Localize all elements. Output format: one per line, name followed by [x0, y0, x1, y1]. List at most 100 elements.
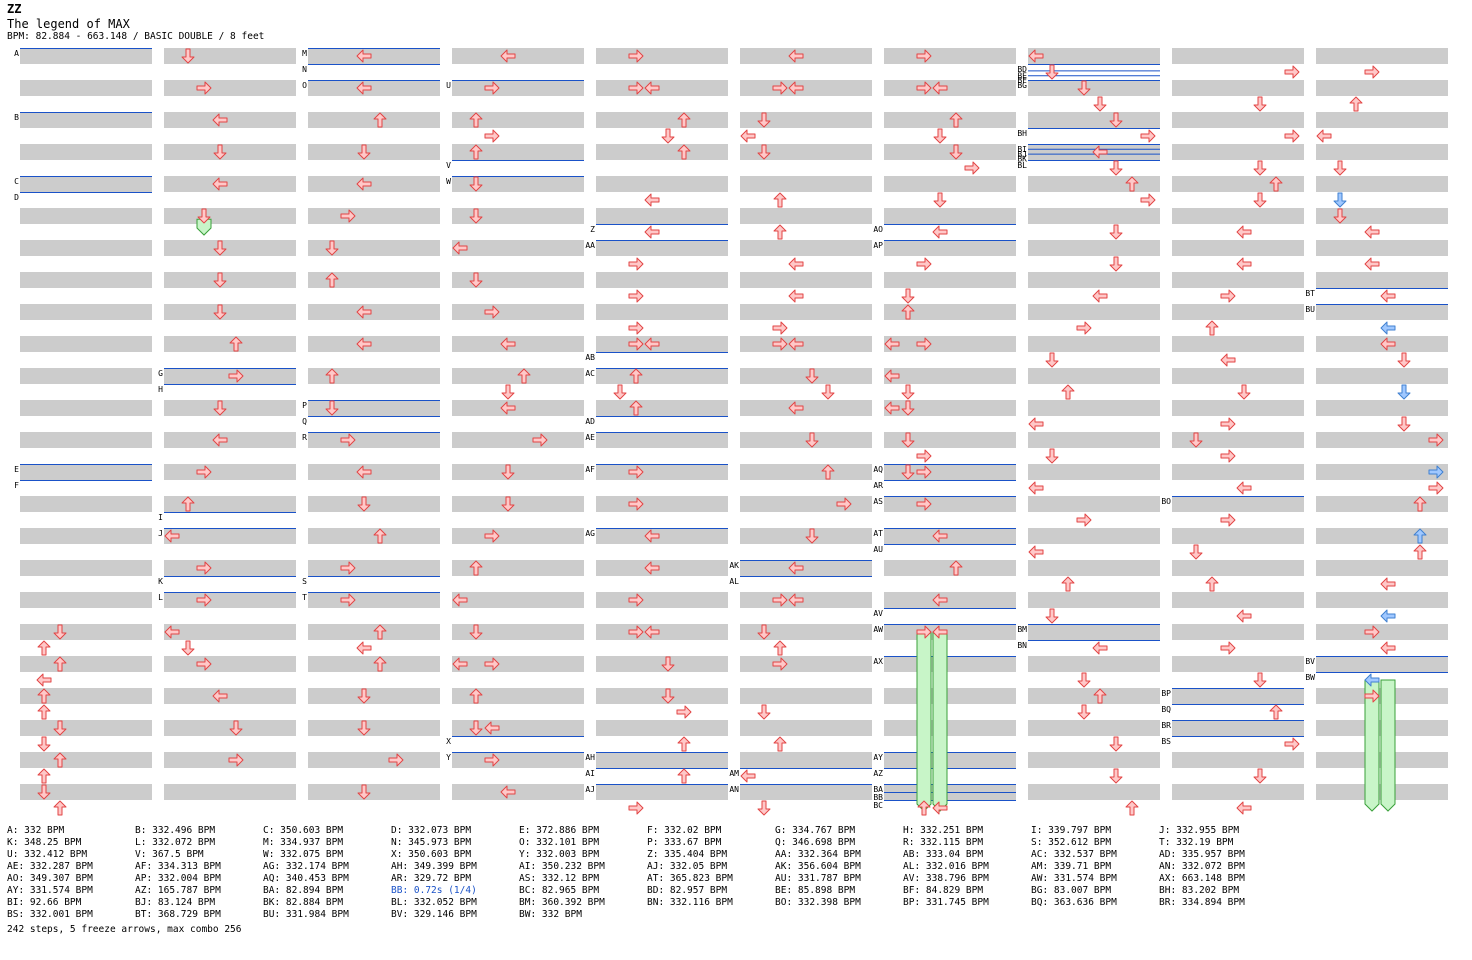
bpm-entry: Q: 346.698 BPM	[775, 837, 856, 848]
step-arrow-icon	[340, 561, 356, 575]
step-arrow-icon	[1061, 576, 1075, 592]
step-arrow-icon	[1364, 689, 1380, 703]
beat-band	[452, 48, 584, 64]
step-arrow-icon	[1253, 192, 1267, 208]
bpm-entry: K: 348.25 BPM	[7, 837, 82, 848]
bpm-marker-label: AF	[585, 465, 595, 474]
step-arrow-icon	[1236, 481, 1252, 495]
beat-band	[164, 432, 296, 448]
bpm-entry: BC: 82.965 BPM	[519, 885, 600, 896]
beat-band	[308, 176, 440, 192]
step-arrow-icon	[1236, 801, 1252, 815]
beat-band	[596, 752, 728, 768]
beat-band	[308, 784, 440, 800]
beat-band	[596, 208, 728, 224]
step-arrow-icon	[932, 801, 948, 815]
step-arrow-icon	[964, 161, 980, 175]
beat-band	[1028, 336, 1160, 352]
beat-band	[308, 144, 440, 160]
bpm-entry: BT: 368.729 BPM	[135, 909, 221, 920]
beat-band	[20, 272, 152, 288]
beat-band	[596, 304, 728, 320]
bpm-marker-label: AB	[585, 353, 595, 362]
step-arrow-icon	[1333, 160, 1347, 176]
bpm-entry: P: 333.67 BPM	[647, 837, 722, 848]
beat-band	[452, 752, 584, 768]
step-arrow-icon	[213, 144, 227, 160]
step-arrow-icon	[469, 720, 483, 736]
step-arrow-icon	[1109, 224, 1123, 240]
bpm-marker-label: X	[446, 737, 451, 746]
beat-band	[1028, 112, 1160, 128]
bpm-entry: D: 332.073 BPM	[391, 825, 472, 836]
beat-band	[20, 464, 152, 480]
beat-band	[1172, 112, 1304, 128]
bpm-entry: BL: 332.052 BPM	[391, 897, 477, 908]
bpm-marker-label: F	[14, 481, 19, 490]
beat-band	[308, 400, 440, 416]
step-arrow-icon	[53, 656, 67, 672]
step-arrow-icon	[805, 528, 819, 544]
step-arrow-icon	[773, 736, 787, 752]
step-arrow-icon	[469, 144, 483, 160]
step-arrow-icon	[740, 769, 756, 783]
beat-band	[596, 432, 728, 448]
step-arrow-icon	[884, 337, 900, 351]
bpm-marker-label: AR	[873, 481, 883, 490]
step-arrow-icon	[500, 785, 516, 799]
step-arrow-icon	[788, 289, 804, 303]
beat-band	[452, 304, 584, 320]
bpm-entry: C: 350.603 BPM	[263, 825, 344, 836]
beat-band	[308, 720, 440, 736]
chart-column: U VW XY	[446, 48, 584, 816]
bpm-marker-label: BK	[1017, 155, 1027, 164]
beat-band	[308, 592, 440, 608]
beat-band	[1028, 432, 1160, 448]
step-arrow-icon	[1413, 544, 1427, 560]
beat-band	[452, 432, 584, 448]
beat-band	[164, 784, 296, 800]
bpm-entry: AO: 349.307 BPM	[7, 873, 93, 884]
step-arrow-icon	[1428, 481, 1444, 495]
bpm-entry: AK: 356.604 BPM	[775, 861, 861, 872]
bpm-marker-label: BQ	[1161, 705, 1171, 714]
beat-band	[596, 240, 728, 256]
step-arrow-icon	[373, 656, 387, 672]
beat-band	[20, 112, 152, 128]
song-title: The legend of MAX	[7, 17, 130, 31]
step-arrow-icon	[1349, 96, 1363, 112]
beat-band	[1172, 464, 1304, 480]
beat-band	[740, 432, 872, 448]
step-arrow-icon	[340, 209, 356, 223]
bpm-entry: W: 332.075 BPM	[263, 849, 344, 860]
step-arrow-icon	[933, 192, 947, 208]
step-arrow-icon	[788, 81, 804, 95]
step-arrow-icon	[1237, 384, 1251, 400]
bpm-entry: O: 332.101 BPM	[519, 837, 600, 848]
beat-band	[1028, 48, 1160, 64]
beat-band	[740, 112, 872, 128]
step-arrow-icon	[1092, 145, 1108, 159]
beat-band	[596, 272, 728, 288]
beat-band	[452, 624, 584, 640]
step-arrow-icon	[1093, 96, 1107, 112]
beat-band	[596, 720, 728, 736]
step-arrow-icon	[1428, 433, 1444, 447]
beat-band	[1028, 592, 1160, 608]
beat-band	[1172, 304, 1304, 320]
beat-band	[1028, 368, 1160, 384]
bpm-marker-label: BM	[1017, 625, 1027, 634]
beat-band	[308, 688, 440, 704]
step-arrow-icon	[661, 656, 675, 672]
step-arrow-icon	[197, 208, 211, 224]
step-arrow-icon	[1061, 384, 1075, 400]
beat-band	[740, 720, 872, 736]
beat-band	[308, 496, 440, 512]
step-arrow-icon	[644, 81, 660, 95]
freeze-arrow	[932, 631, 948, 812]
step-arrow-icon	[1109, 768, 1123, 784]
chart-column: GH IJ KL	[158, 48, 296, 816]
step-arrow-icon	[452, 241, 468, 255]
beat-band	[740, 80, 872, 96]
step-arrow-icon	[501, 464, 515, 480]
